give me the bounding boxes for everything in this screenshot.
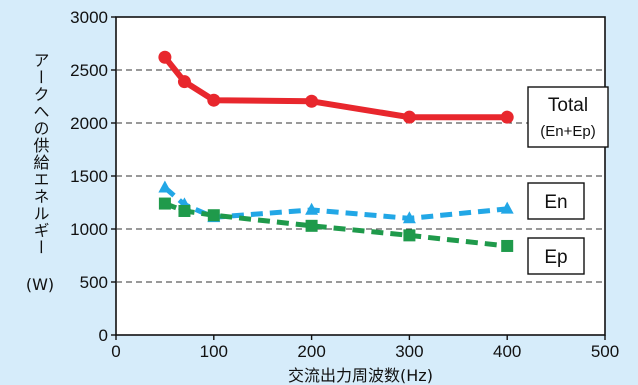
- data-point-en: [402, 211, 416, 224]
- series-label-total: Total: [548, 95, 588, 116]
- series-layer: [158, 50, 514, 252]
- x-axis-ticks: 0 100 200 300 400 500: [111, 335, 619, 361]
- series-line-en: [163, 185, 508, 221]
- y-tick-label: 2500: [70, 61, 108, 80]
- y-tick-label: 1500: [70, 167, 108, 186]
- y-tick-label: 500: [80, 273, 108, 292]
- x-tick-label: 500: [591, 342, 619, 361]
- series-label-box-total: [527, 86, 609, 148]
- y-tick-label: 1000: [70, 220, 108, 239]
- series-label-box-ep: [527, 237, 585, 275]
- y-tick-label: 3000: [70, 8, 108, 27]
- data-point-ep: [158, 197, 171, 210]
- data-point-ep: [207, 209, 220, 222]
- x-tick-label: 300: [395, 342, 423, 361]
- x-tick-label: 100: [200, 342, 228, 361]
- x-axis-title: 交流出力周波数(Hz): [288, 366, 433, 385]
- series-label-sub-total: (En+Ep): [540, 123, 595, 140]
- series-line-ep: [164, 201, 508, 249]
- x-tick-label: 0: [111, 342, 120, 361]
- data-point-total: [305, 94, 319, 108]
- x-tick-label: 200: [297, 342, 325, 361]
- series-label-box-en: [527, 182, 585, 220]
- data-point-total: [207, 93, 221, 107]
- data-point-en: [305, 202, 319, 215]
- data-point-en: [500, 201, 514, 214]
- data-point-en: [158, 180, 172, 193]
- data-point-ep: [305, 219, 318, 232]
- y-axis-ticks: 0 500 1000 1500 2000 2500 3000: [70, 8, 116, 345]
- series-label-ep: Ep: [544, 247, 567, 268]
- data-point-total: [500, 110, 514, 124]
- y-axis-title: アークへの供給エネルギー: [31, 52, 50, 256]
- series-labels: Total (En+Ep) En Ep: [527, 86, 609, 275]
- data-point-total: [402, 110, 416, 124]
- x-tick-label: 400: [493, 342, 521, 361]
- y-tick-label: 0: [99, 326, 108, 345]
- data-point-total: [158, 50, 172, 64]
- data-point-ep: [501, 239, 514, 252]
- series-label-en: En: [544, 192, 567, 213]
- y-axis-unit: (W): [26, 275, 54, 294]
- y-tick-label: 2000: [70, 114, 108, 133]
- data-point-total: [177, 75, 191, 89]
- data-point-ep: [403, 229, 416, 242]
- data-point-ep: [178, 204, 191, 217]
